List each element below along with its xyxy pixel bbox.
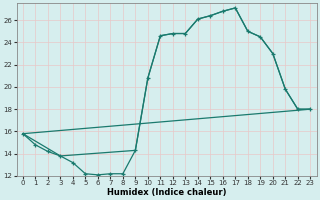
X-axis label: Humidex (Indice chaleur): Humidex (Indice chaleur) [107,188,226,197]
